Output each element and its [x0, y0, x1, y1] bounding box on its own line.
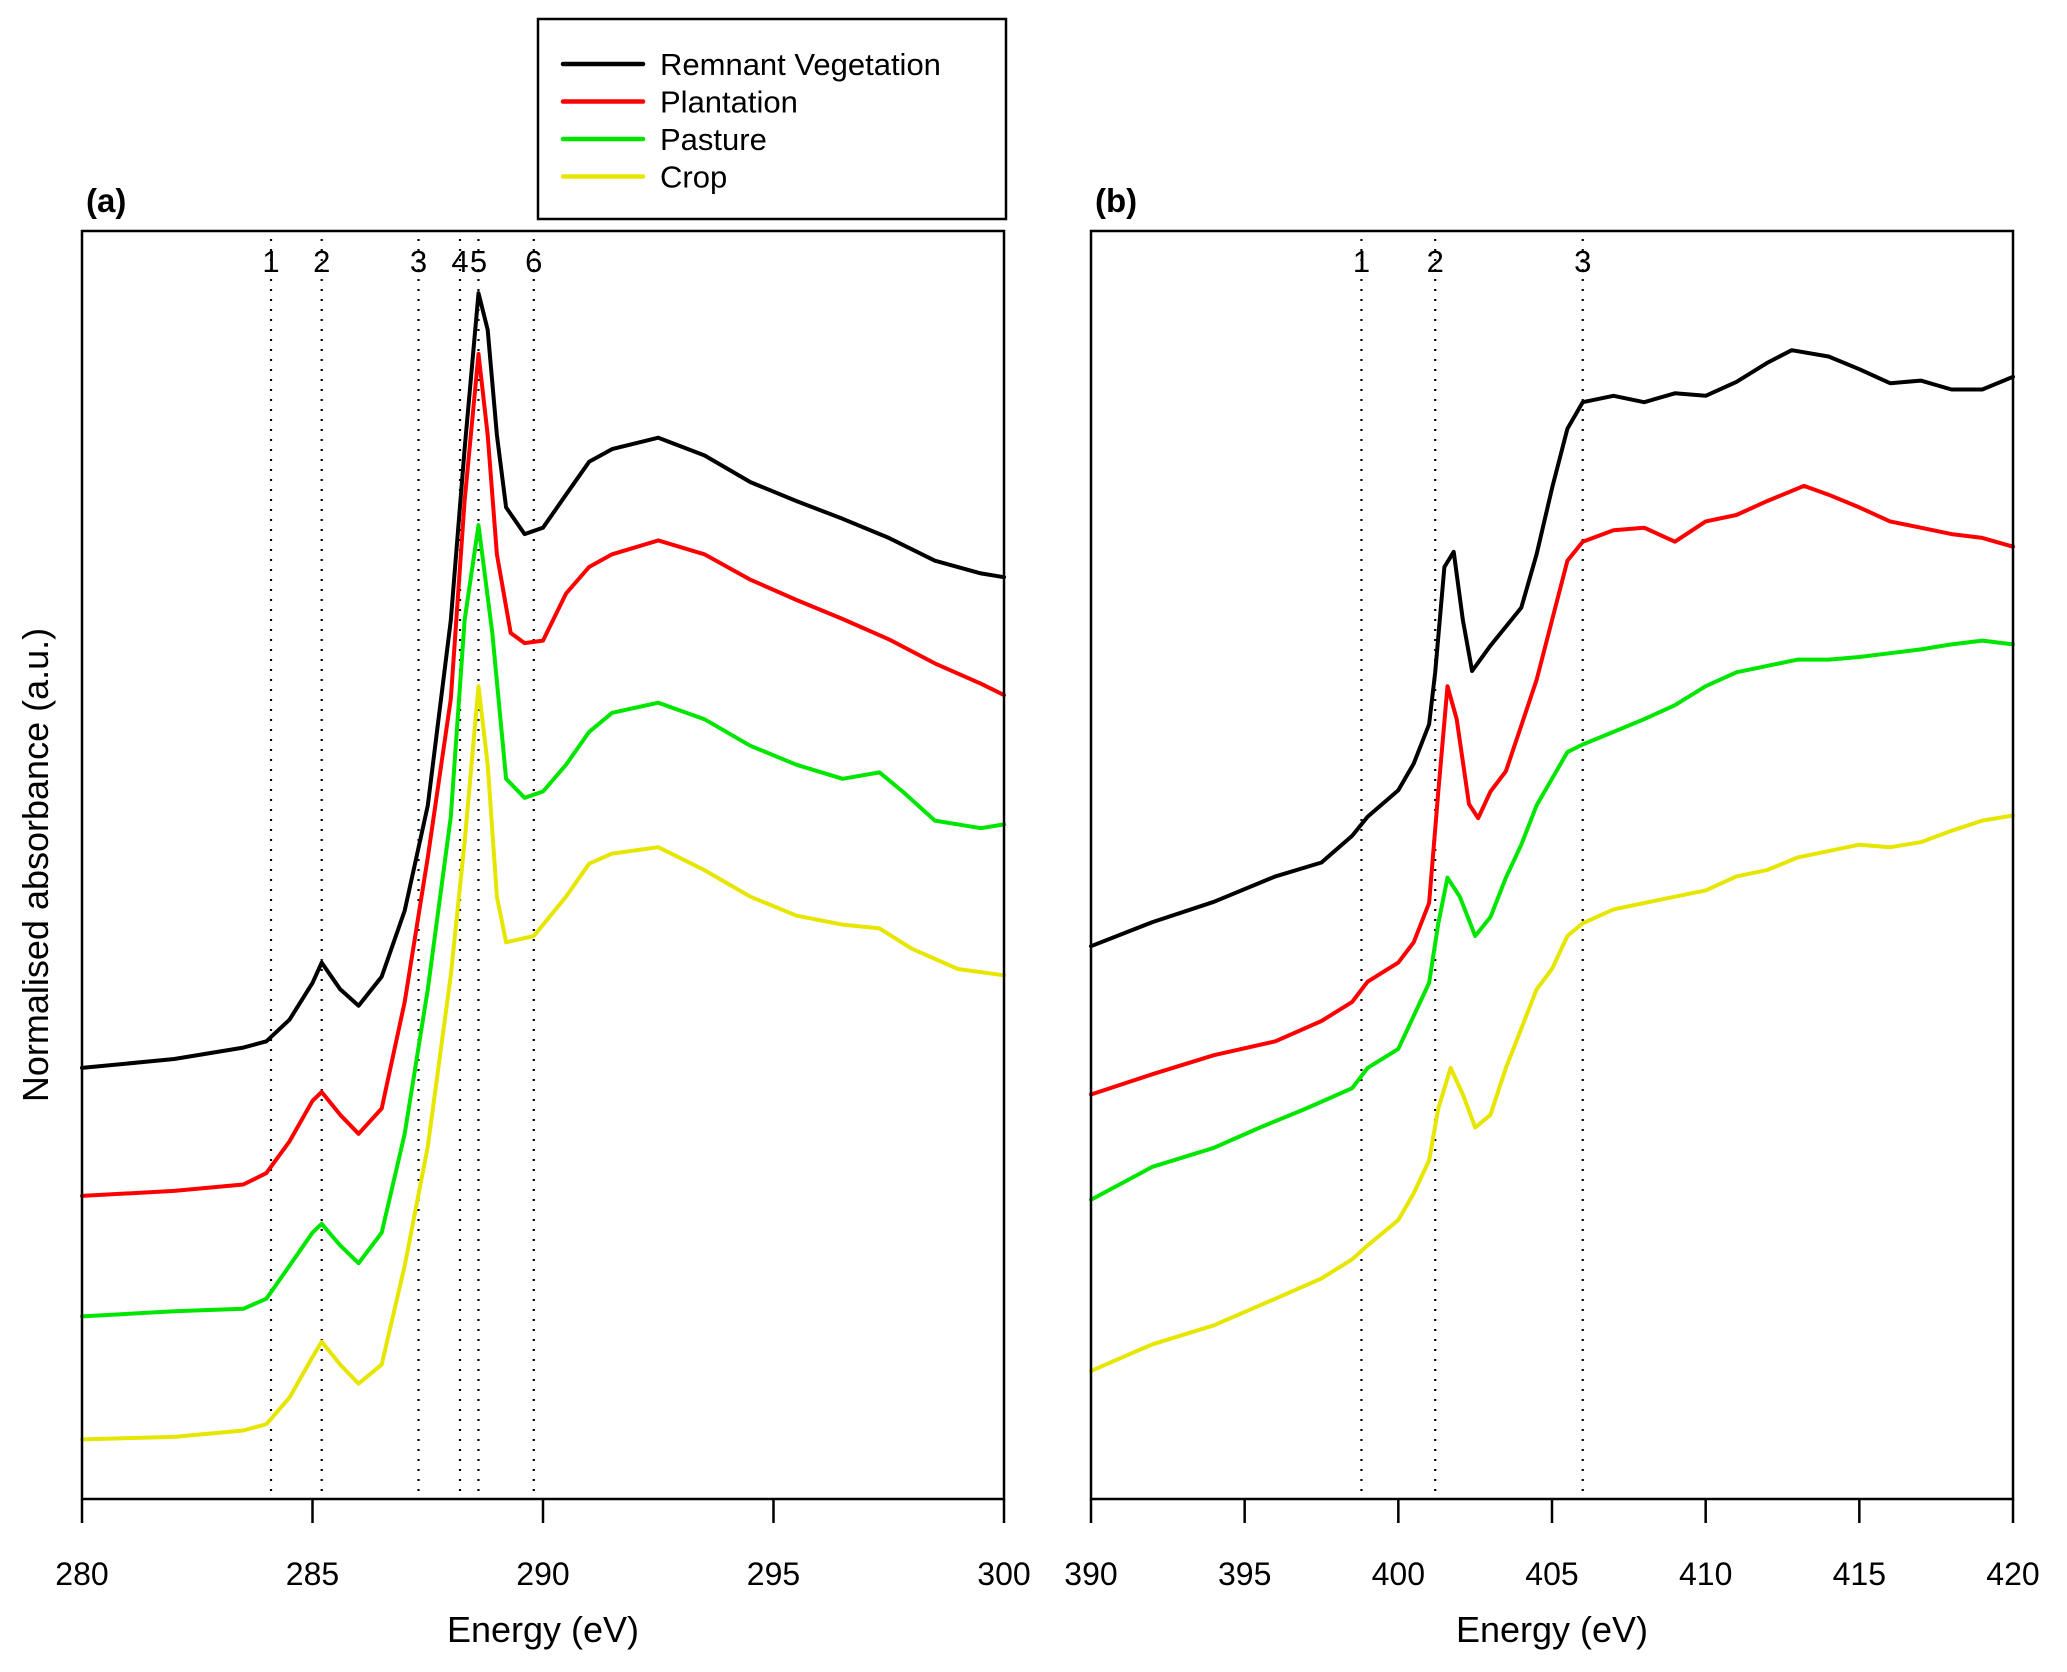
legend-label-crop: Crop — [660, 160, 727, 195]
panel-b: (b) 1 2 3 390 395 400 405 410 415 420 Energy (eV… — [1064, 182, 2039, 1650]
reference-line-label-5: 5 — [470, 244, 487, 279]
y-axis-title: Normalised absorbance (a.u.) — [15, 628, 56, 1102]
legend-label-plantation: Plantation — [660, 85, 798, 120]
reference-line-label-2: 2 — [313, 244, 330, 279]
panel-a-label: (a) — [86, 182, 126, 219]
x-tick-label: 280 — [55, 1556, 108, 1592]
series-line-plantation — [1089, 483, 2015, 1097]
x-tick-label: 290 — [516, 1556, 569, 1592]
legend-label-remnant-vegetation: Remnant Vegetation — [660, 47, 941, 82]
reference-line-label-4: 4 — [451, 244, 468, 279]
x-tick-label: 300 — [977, 1556, 1030, 1592]
x-tick-label: 415 — [1833, 1556, 1886, 1592]
reference-line-label-1: 1 — [262, 244, 279, 279]
series-line-crop — [80, 684, 1006, 1442]
x-tick-label: 420 — [1986, 1556, 2039, 1592]
x-tick-label: 395 — [1218, 1556, 1271, 1592]
series-line-pasture — [80, 523, 1006, 1319]
x-tick-label: 295 — [747, 1556, 800, 1592]
reference-line-label-2: 2 — [1427, 244, 1444, 279]
reference-line-label-6: 6 — [525, 244, 542, 279]
reference-line-label-3: 3 — [1574, 244, 1591, 279]
series-line-plantation — [80, 352, 1006, 1198]
series-line-pasture — [1089, 638, 2015, 1202]
series-line-crop — [1089, 813, 2015, 1373]
x-tick-label: 400 — [1372, 1556, 1425, 1592]
legend-label-pasture: Pasture — [660, 122, 767, 157]
legend-box — [536, 17, 1008, 221]
x-tick-label: 410 — [1679, 1556, 1732, 1592]
reference-line-label-1: 1 — [1353, 244, 1370, 279]
panel-a-x-axis-title: Energy (eV) — [447, 1609, 639, 1650]
panel-b-x-axis-title: Energy (eV) — [1456, 1609, 1648, 1650]
panel-b-label: (b) — [1095, 182, 1137, 219]
x-tick-label: 405 — [1525, 1556, 1578, 1592]
x-tick-label: 390 — [1064, 1556, 1117, 1592]
reference-line-label-3: 3 — [410, 244, 427, 279]
x-tick-label: 285 — [286, 1556, 339, 1592]
series-line-remnant-vegetation — [80, 291, 1006, 1070]
panel-b-frame — [1089, 229, 2015, 1501]
series-line-remnant-vegetation — [1089, 348, 2015, 949]
